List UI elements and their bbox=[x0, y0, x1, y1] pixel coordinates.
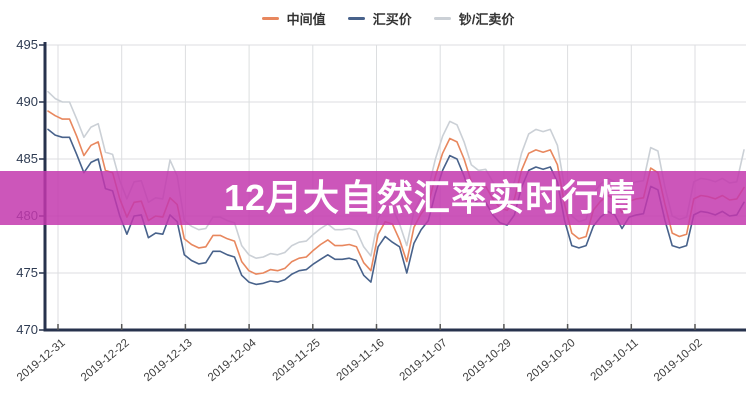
chart-legend: 中间值 汇买价 钞/汇卖价 bbox=[0, 9, 746, 27]
y-axis-label: 485 bbox=[16, 151, 38, 166]
overlay-title: 12月大自然汇率实时行情 bbox=[223, 177, 637, 218]
mid-rate-line-swatch bbox=[261, 16, 279, 20]
y-axis-label: 475 bbox=[16, 265, 38, 280]
y-axis-label: 490 bbox=[16, 94, 38, 109]
legend-label-cash-sell: 钞/汇卖价 bbox=[458, 11, 515, 27]
legend-item-bank-buy[interactable]: 汇买价 bbox=[347, 9, 412, 28]
cash-sell-line-swatch bbox=[433, 16, 451, 20]
legend-item-mid-rate[interactable]: 中间值 bbox=[261, 9, 326, 28]
title-overlay-banner: 12月大自然汇率实时行情 bbox=[0, 171, 746, 225]
legend-label-mid-rate: 中间值 bbox=[286, 11, 326, 27]
legend-item-cash-sell[interactable]: 钞/汇卖价 bbox=[433, 9, 515, 28]
y-axis-label: 470 bbox=[16, 322, 38, 337]
legend-label-bank-buy: 汇买价 bbox=[372, 11, 412, 27]
bank-buy-line-swatch bbox=[347, 16, 365, 20]
y-axis-label: 495 bbox=[16, 37, 38, 52]
